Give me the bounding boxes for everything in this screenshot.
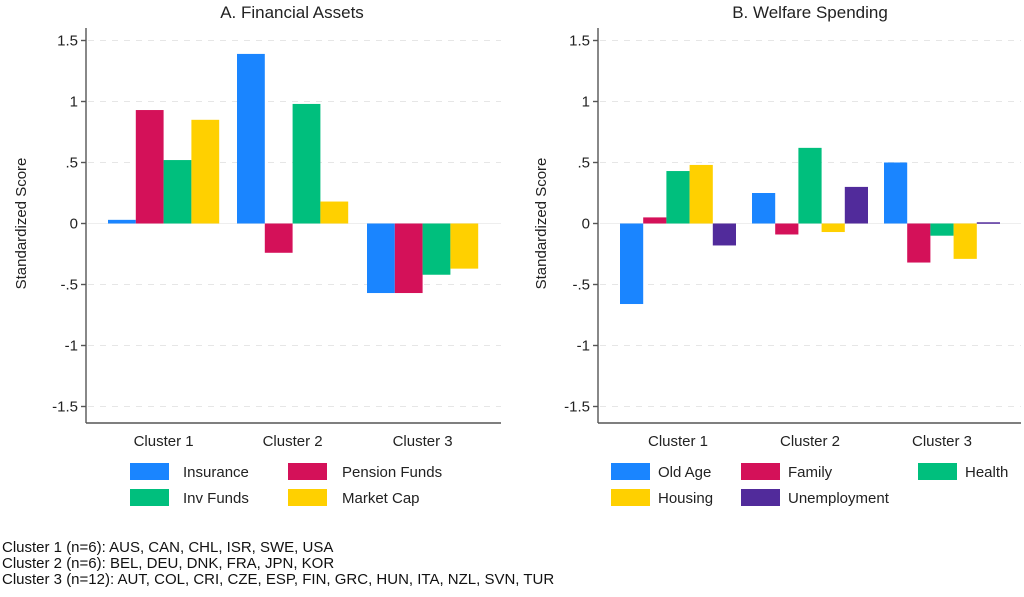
legend-label: Inv Funds [183, 490, 249, 507]
y-tick-label: 0 [582, 216, 590, 233]
legend-label: Housing [658, 490, 713, 507]
cluster-3-note: Cluster 3 (n=12): AUT, COL, CRI, CZE, ES… [2, 571, 555, 588]
chart-title: B. Welfare Spending [732, 3, 888, 22]
y-tick-label: -1.5 [52, 399, 78, 416]
x-category-label: Cluster 1 [134, 433, 194, 450]
x-category-label: Cluster 2 [780, 433, 840, 450]
bar-unemployment-cluster-3 [976, 222, 1000, 224]
bar-inv-funds-cluster-3 [422, 223, 451, 275]
chart-title: A. Financial Assets [220, 3, 364, 22]
legend-label: Health [965, 464, 1008, 481]
cluster-2-note: Cluster 2 (n=6): BEL, DEU, DNK, FRA, JPN… [2, 555, 335, 572]
y-tick-label: 1 [70, 94, 78, 111]
bar-family-cluster-2 [775, 223, 799, 235]
bar-health-cluster-1 [666, 171, 690, 224]
legend-swatch [130, 463, 169, 480]
y-tick-label: 0 [70, 216, 78, 233]
y-tick-label: 1.5 [569, 33, 590, 50]
bar-housing-cluster-2 [821, 223, 845, 233]
bar-old-age-cluster-3 [884, 162, 908, 224]
bar-market-cap-cluster-3 [450, 223, 479, 269]
x-category-label: Cluster 2 [263, 433, 323, 450]
x-category-label: Cluster 3 [393, 433, 453, 450]
bar-inv-funds-cluster-1 [163, 160, 192, 224]
y-tick-label: -.5 [572, 277, 590, 294]
bar-health-cluster-2 [798, 147, 822, 224]
bar-family-cluster-1 [643, 217, 667, 224]
bar-insurance-cluster-3 [367, 223, 395, 294]
bar-pension-funds-cluster-1 [135, 110, 164, 224]
legend-label: Market Cap [342, 490, 420, 507]
legend-swatch [611, 463, 650, 480]
y-axis-label: Standardized Score [533, 158, 550, 290]
legend-swatch [130, 489, 169, 506]
panel-welfare-spending: B. Welfare Spending1.51.50-.5-1-1.5Stand… [533, 3, 1021, 507]
y-tick-label: -.5 [60, 277, 78, 294]
bar-health-cluster-3 [930, 223, 954, 236]
bar-old-age-cluster-2 [752, 193, 776, 224]
bar-insurance-cluster-2 [237, 53, 265, 224]
bar-insurance-cluster-1 [108, 219, 136, 224]
bar-unemployment-cluster-2 [844, 186, 868, 224]
bar-family-cluster-3 [907, 223, 931, 263]
x-category-label: Cluster 3 [912, 433, 972, 450]
bar-housing-cluster-1 [689, 164, 713, 224]
bar-inv-funds-cluster-2 [292, 103, 321, 224]
bar-old-age-cluster-1 [620, 223, 644, 305]
y-tick-label: 1.5 [57, 33, 78, 50]
x-category-label: Cluster 1 [648, 433, 708, 450]
legend-swatch [611, 489, 650, 506]
legend-swatch [741, 489, 780, 506]
legend-label: Pension Funds [342, 464, 442, 481]
bar-market-cap-cluster-1 [191, 119, 220, 224]
legend-label: Family [788, 464, 833, 481]
y-tick-label: -1 [65, 338, 78, 355]
legend-label: Old Age [658, 464, 711, 481]
legend-swatch [918, 463, 957, 480]
panel-financial-assets: A. Financial Assets1.51.50-.5-1-1.5Stand… [13, 3, 501, 507]
y-tick-label: -1.5 [564, 399, 590, 416]
legend-swatch [288, 463, 327, 480]
legend-label: Unemployment [788, 490, 890, 507]
bar-housing-cluster-3 [953, 223, 977, 259]
legend-swatch [741, 463, 780, 480]
y-axis-label: Standardized Score [13, 158, 30, 290]
bar-market-cap-cluster-2 [320, 201, 349, 224]
bar-pension-funds-cluster-3 [394, 223, 423, 294]
legend-swatch [288, 489, 327, 506]
legend-label: Insurance [183, 464, 249, 481]
y-tick-label: -1 [577, 338, 590, 355]
y-tick-label: 1 [582, 94, 590, 111]
cluster-1-note: Cluster 1 (n=6): AUS, CAN, CHL, ISR, SWE… [2, 539, 334, 556]
y-tick-label: .5 [65, 155, 78, 172]
bar-pension-funds-cluster-2 [264, 223, 293, 253]
y-tick-label: .5 [577, 155, 590, 172]
bar-unemployment-cluster-1 [712, 223, 736, 246]
